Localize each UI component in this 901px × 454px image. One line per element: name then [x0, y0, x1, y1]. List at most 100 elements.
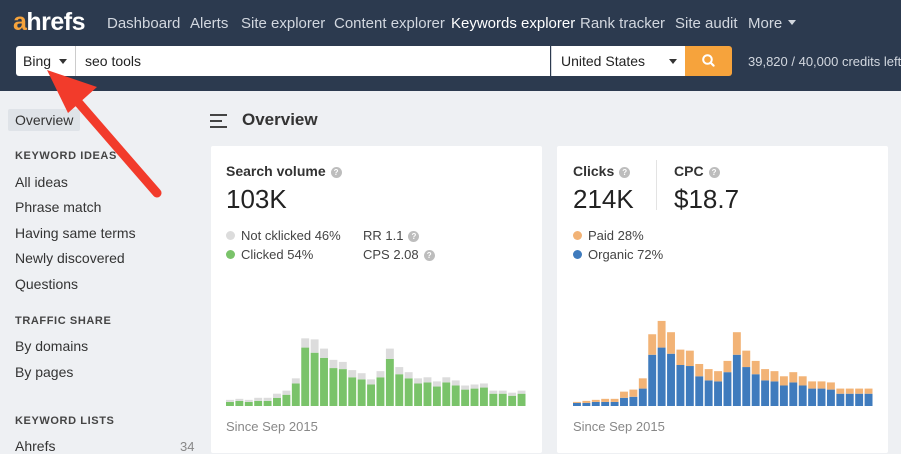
bar-paid-23[interactable] — [789, 372, 798, 383]
bar-not-cklicked-6[interactable] — [282, 390, 291, 395]
bar-organic-22[interactable] — [779, 385, 788, 407]
bar-clicked-0[interactable] — [226, 401, 234, 406]
bar-paid-14[interactable] — [704, 369, 713, 381]
bar-organic-25[interactable] — [808, 388, 817, 407]
bar-organic-19[interactable] — [751, 374, 760, 406]
bar-organic-11[interactable] — [676, 365, 685, 406]
bar-clicked-5[interactable] — [273, 397, 281, 406]
bar-not-cklicked-14[interactable] — [357, 373, 366, 380]
bar-paid-25[interactable] — [808, 381, 817, 389]
bar-not-cklicked-7[interactable] — [291, 378, 300, 384]
bar-organic-15[interactable] — [714, 381, 722, 406]
bar-paid-18[interactable] — [742, 350, 751, 368]
bar-not-cklicked-20[interactable] — [414, 378, 423, 384]
bar-paid-31[interactable] — [864, 388, 873, 394]
bar-clicked-27[interactable] — [479, 387, 488, 406]
bar-paid-21[interactable] — [770, 371, 779, 382]
nav-dashboard[interactable]: Dashboard — [107, 15, 181, 32]
bar-clicked-13[interactable] — [348, 377, 357, 406]
sidebar-item-by-pages[interactable]: By pages — [15, 364, 74, 380]
bar-clicked-9[interactable] — [310, 352, 319, 406]
bar-clicked-23[interactable] — [442, 382, 451, 406]
bar-organic-8[interactable] — [648, 354, 657, 406]
bar-organic-31[interactable] — [864, 393, 873, 406]
nav-content-explorer[interactable]: Content explorer — [334, 15, 445, 32]
bar-organic-26[interactable] — [817, 388, 826, 407]
nav-rank-tracker[interactable]: Rank tracker — [580, 15, 666, 32]
bar-not-cklicked-23[interactable] — [442, 377, 451, 383]
bar-organic-29[interactable] — [845, 393, 854, 406]
bar-clicked-18[interactable] — [395, 374, 404, 406]
bar-not-cklicked-1[interactable] — [235, 398, 244, 401]
bar-paid-9[interactable] — [657, 320, 666, 348]
help-icon[interactable]: ? — [708, 167, 720, 178]
bar-paid-6[interactable] — [629, 389, 638, 397]
bar-clicked-10[interactable] — [320, 357, 328, 406]
bar-organic-5[interactable] — [620, 397, 628, 406]
bar-not-cklicked-26[interactable] — [470, 384, 479, 389]
bar-organic-16[interactable] — [723, 372, 732, 406]
bar-organic-6[interactable] — [629, 396, 638, 406]
help-icon[interactable]: ? — [330, 167, 342, 178]
bar-not-cklicked-28[interactable] — [489, 390, 498, 394]
bar-not-cklicked-18[interactable] — [395, 367, 404, 375]
bar-paid-26[interactable] — [817, 381, 826, 389]
bar-organic-10[interactable] — [667, 353, 675, 406]
bar-organic-28[interactable] — [836, 393, 845, 406]
bar-not-cklicked-22[interactable] — [432, 381, 441, 387]
bar-not-cklicked-13[interactable] — [348, 370, 357, 378]
bar-clicked-8[interactable] — [301, 347, 310, 406]
bar-not-cklicked-10[interactable] — [320, 348, 328, 358]
bar-paid-11[interactable] — [676, 349, 685, 366]
bar-clicked-3[interactable] — [254, 400, 263, 407]
sidebar-item-questions[interactable]: Questions — [15, 276, 79, 292]
nav-alerts[interactable]: Alerts — [190, 15, 229, 32]
bar-paid-12[interactable] — [685, 350, 694, 367]
nav-more[interactable]: More — [748, 15, 797, 32]
nav-site-explorer[interactable]: Site explorer — [241, 15, 326, 32]
bar-clicked-17[interactable] — [385, 358, 394, 406]
help-icon[interactable]: ? — [408, 231, 420, 242]
bar-not-cklicked-4[interactable] — [263, 397, 272, 401]
bar-organic-21[interactable] — [770, 381, 779, 406]
sidebar-item-overview[interactable]: Overview — [8, 109, 81, 131]
bar-organic-4[interactable] — [610, 401, 619, 406]
bar-not-cklicked-17[interactable] — [385, 348, 394, 359]
sidebar-item-by-domains[interactable]: By domains — [15, 338, 89, 354]
bar-paid-30[interactable] — [855, 388, 864, 394]
bar-clicked-31[interactable] — [517, 393, 526, 406]
country-select[interactable]: United States — [551, 46, 685, 76]
bar-not-cklicked-0[interactable] — [226, 399, 234, 402]
bar-not-cklicked-2[interactable] — [244, 399, 253, 402]
bar-paid-4[interactable] — [610, 398, 619, 402]
bar-not-cklicked-8[interactable] — [301, 338, 310, 348]
bar-not-cklicked-16[interactable] — [376, 371, 385, 378]
bar-organic-27[interactable] — [826, 389, 835, 406]
bar-paid-5[interactable] — [620, 391, 628, 398]
bar-clicked-26[interactable] — [470, 388, 479, 407]
bar-clicked-21[interactable] — [423, 382, 432, 406]
bar-clicked-19[interactable] — [404, 378, 413, 407]
bar-paid-0[interactable] — [573, 401, 581, 403]
bar-organic-24[interactable] — [798, 385, 807, 407]
bar-paid-3[interactable] — [601, 398, 610, 402]
bar-organic-13[interactable] — [695, 376, 704, 407]
bar-clicked-15[interactable] — [367, 384, 375, 406]
bar-paid-10[interactable] — [667, 332, 675, 354]
bar-organic-18[interactable] — [742, 367, 751, 406]
bar-not-cklicked-12[interactable] — [338, 361, 347, 370]
bar-paid-28[interactable] — [836, 388, 845, 394]
bar-not-cklicked-24[interactable] — [451, 380, 460, 386]
bar-clicked-1[interactable] — [235, 400, 244, 407]
keyword-search-input[interactable] — [76, 46, 550, 76]
bar-not-cklicked-5[interactable] — [273, 393, 281, 398]
bar-not-cklicked-11[interactable] — [329, 359, 338, 369]
bar-clicked-4[interactable] — [263, 400, 272, 407]
bar-organic-14[interactable] — [704, 380, 713, 407]
bar-paid-1[interactable] — [582, 400, 591, 403]
bar-clicked-7[interactable] — [291, 383, 300, 406]
bar-paid-29[interactable] — [845, 388, 854, 394]
nav-keywords-explorer[interactable]: Keywords explorer — [451, 15, 576, 32]
help-icon[interactable]: ? — [619, 167, 631, 178]
bar-paid-8[interactable] — [648, 334, 657, 355]
